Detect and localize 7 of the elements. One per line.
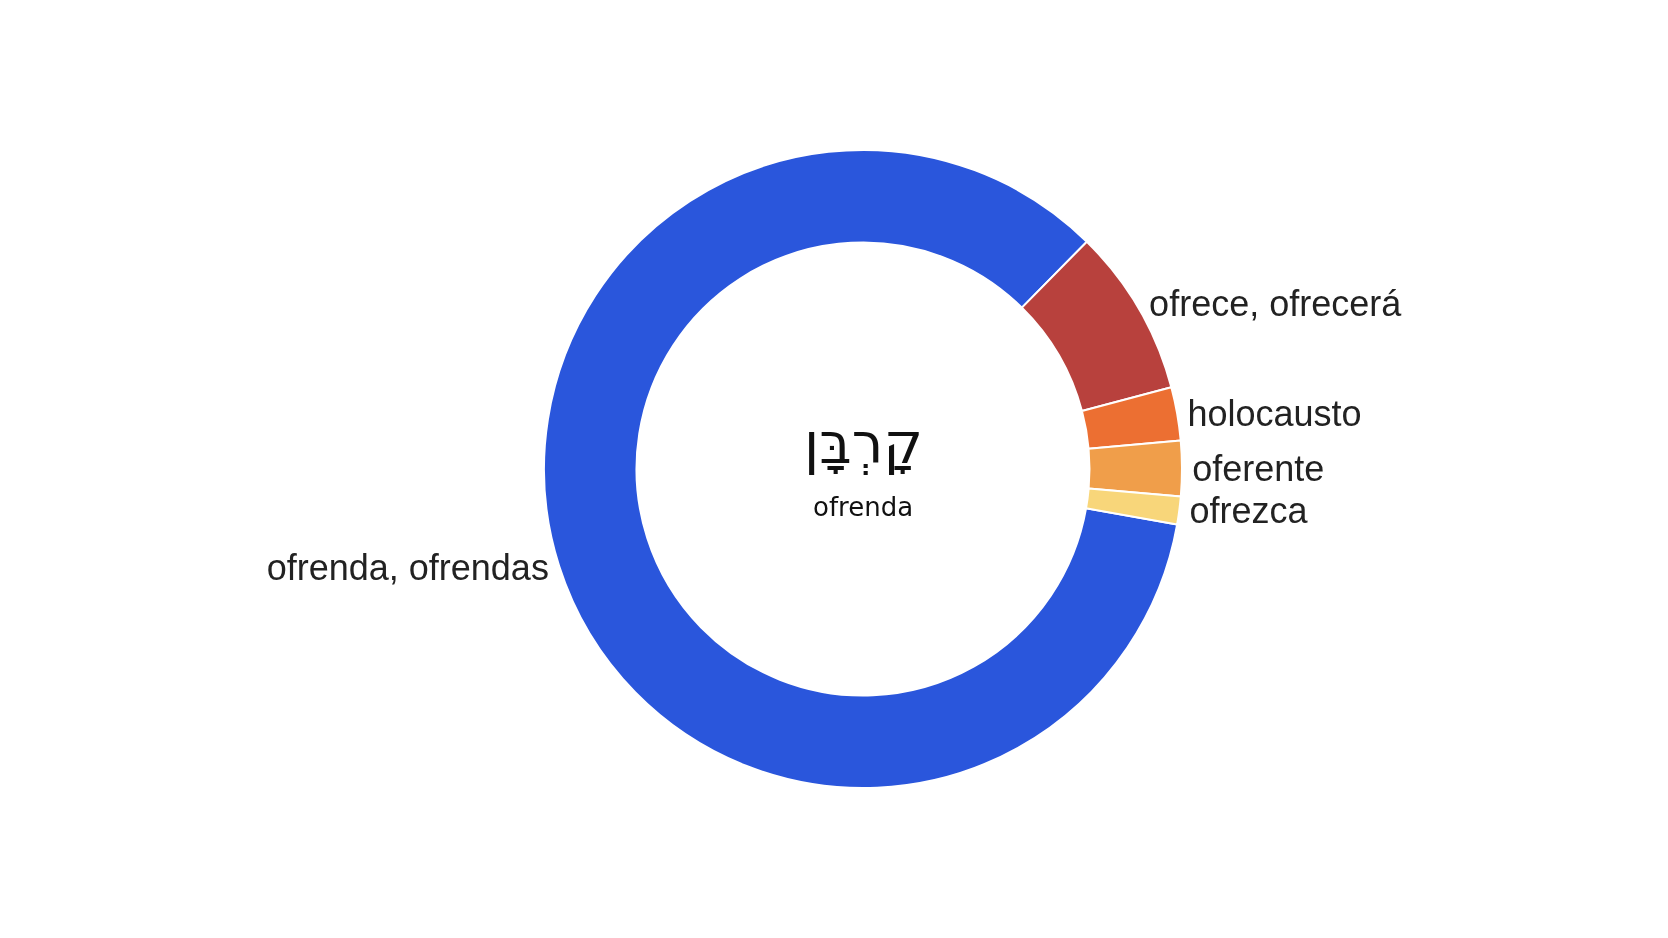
text: קָרְבָּן <box>804 411 923 476</box>
slice-label: ofrezca <box>1189 490 1309 532</box>
slice-label: ofrece, ofrecerá <box>1149 283 1403 325</box>
slice-label: ofrenda, ofrendas <box>266 547 549 589</box>
slice-label: holocausto <box>1187 392 1362 434</box>
slice-label: oferente <box>1192 448 1325 490</box>
text: ofrenda <box>813 492 914 522</box>
